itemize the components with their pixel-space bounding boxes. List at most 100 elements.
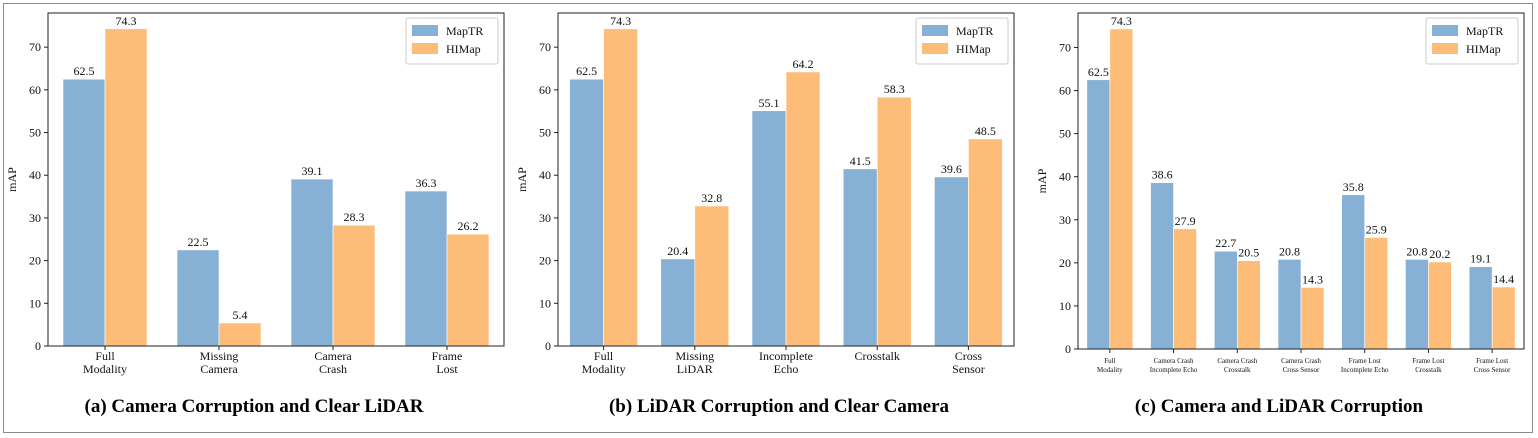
y-tick-label: 60 [539,83,551,97]
bar-value-label: 32.8 [701,191,722,205]
bar-maptr [1468,266,1493,350]
bar-value-label: 62.5 [1088,65,1109,79]
plot-frame [557,12,1015,347]
x-tick-label: Camera [200,362,238,376]
y-tick-label: 30 [29,211,41,225]
legend-label-maptr: MapTR [1466,24,1503,38]
bar-maptr [842,168,878,347]
bar-himap [968,138,1003,347]
bar-value-label: 22.7 [1215,236,1236,250]
x-tick-label: Cross [955,349,983,363]
bar-himap [785,71,821,347]
bar-value-label: 62.5 [576,64,597,78]
bar-value-label: 20.8 [1279,244,1300,258]
y-tick-label: 70 [539,40,551,54]
x-tick-label: Incomplete Echo [1150,366,1198,374]
bar-value-label: 20.8 [1406,244,1427,258]
bar-value-label: 27.9 [1175,214,1196,228]
bar-himap [1491,286,1516,350]
caption-c: (c) Camera and LiDAR Corruption [1134,396,1424,417]
bar-maptr [1150,182,1174,350]
bar-maptr [404,190,448,347]
bar-value-label: 39.6 [941,162,962,176]
legend-label-maptr: MapTR [446,24,483,38]
x-tick-label: Camera Crash [1281,357,1321,365]
bar-value-label: 58.3 [884,82,905,96]
y-tick-label: 0 [35,339,41,353]
bar-himap [1236,260,1261,350]
bar-maptr [569,78,604,347]
bar-himap [694,205,730,347]
chart-panel-a: mAP 0 10 20 30 40 50 60 70 62.5 74.3 Full Modality 22… [4,4,514,389]
y-tick-label: 40 [539,168,551,182]
x-tick-label: Echo [774,362,799,376]
bar-maptr [1086,79,1111,350]
bar-value-label: 38.6 [1152,168,1173,182]
x-tick-label: Modality [582,362,626,376]
x-tick-label: Missing [675,349,714,363]
x-tick-label: Incomplete Echo [1341,366,1389,374]
x-tick-label: Frame Lost [1412,357,1444,365]
x-tick-label: Frame Lost [1476,357,1508,365]
bar-maptr [1341,194,1366,350]
bar-value-label: 26.2 [458,219,479,233]
legend-swatch-maptr [1432,25,1458,36]
bar-value-label: 62.5 [74,64,95,78]
bar-maptr [62,78,106,347]
legend-label-himap: HIMap [1466,42,1501,56]
bar-value-label: 74.3 [610,14,631,28]
bar-value-label: 20.4 [667,244,688,258]
x-tick-label: Crosstalk [855,349,900,363]
bar-himap [876,96,912,347]
caption-b: (b) LiDAR Corruption and Clear Camera [608,396,950,417]
bar-value-label: 36.3 [416,176,437,190]
y-tick-label: 20 [29,254,41,268]
x-tick-label: Missing [200,349,239,363]
y-axis-label: mAP [1035,168,1049,193]
y-tick-label: 50 [1059,127,1071,141]
y-axis-label: mAP [5,167,19,192]
caption-a: (a) Camera Corruption and Clear LiDAR [84,396,424,417]
x-tick-label: Camera Crash [1217,357,1257,365]
x-tick-label: Modality [1097,366,1123,374]
y-tick-label: 40 [1059,170,1071,184]
bar-maptr [176,249,220,347]
bar-value-label: 41.5 [850,154,871,168]
legend-swatch-maptr [412,25,438,36]
bar-himap [1300,287,1325,350]
y-tick-label: 70 [1059,40,1071,54]
chart-panel-c: mAP 0 10 20 30 40 50 60 70 62.5 74.3 Full Modality 38… [1024,4,1534,389]
legend-swatch-maptr [922,25,948,36]
x-tick-label: Crosstalk [1415,366,1442,374]
y-tick-label: 10 [1059,299,1071,313]
bar-maptr [934,176,969,347]
bar-value-label: 14.4 [1493,272,1514,286]
bar-value-label: 25.9 [1366,222,1387,236]
y-axis-label: mAP [515,167,529,192]
bar-himap [332,224,376,347]
y-tick-label: 30 [539,211,551,225]
bar-maptr [1277,259,1302,350]
x-tick-label: Frame [432,349,463,363]
legend-label-himap: HIMap [446,42,481,56]
y-tick-label: 50 [539,126,551,140]
legend-label-himap: HIMap [956,42,991,56]
bar-value-label: 39.1 [302,164,323,178]
x-tick-label: Incomplete [759,349,813,363]
bar-maptr [290,178,334,347]
plot-frame [47,12,505,347]
bar-value-label: 22.5 [188,235,209,249]
y-tick-label: 10 [539,296,551,310]
y-tick-label: 20 [539,254,551,268]
bar-maptr [1405,259,1429,350]
y-tick-label: 60 [1059,84,1071,98]
bar-maptr [1213,250,1238,350]
bar-value-label: 20.2 [1429,247,1450,261]
bar-value-label: 48.5 [975,124,996,138]
bar-value-label: 28.3 [344,210,365,224]
y-tick-label: 20 [1059,256,1071,270]
y-tick-label: 0 [1065,342,1071,356]
x-tick-label: LiDAR [677,362,713,376]
